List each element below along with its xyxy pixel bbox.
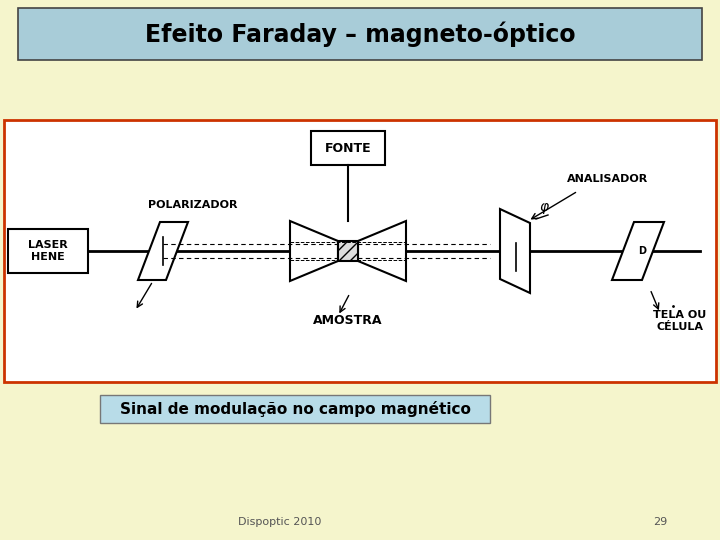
Polygon shape xyxy=(138,222,188,280)
Text: ANALISADOR: ANALISADOR xyxy=(567,174,649,184)
Bar xyxy=(4,120,716,382)
Text: FONTE: FONTE xyxy=(325,141,372,154)
Text: Sinal de modulação no campo magnético: Sinal de modulação no campo magnético xyxy=(120,401,470,417)
Text: φ: φ xyxy=(539,200,549,214)
Bar xyxy=(311,131,385,165)
Polygon shape xyxy=(358,221,406,281)
Bar xyxy=(338,241,358,261)
Text: LASER
HENE: LASER HENE xyxy=(28,240,68,262)
Bar xyxy=(18,8,702,60)
Text: TELA OU
CÉLULA: TELA OU CÉLULA xyxy=(653,310,706,332)
Text: 29: 29 xyxy=(653,517,667,527)
Text: D: D xyxy=(638,246,646,256)
Text: Efeito Faraday – magneto-óptico: Efeito Faraday – magneto-óptico xyxy=(145,21,575,47)
Polygon shape xyxy=(500,209,530,293)
Bar xyxy=(100,395,490,423)
Text: POLARIZADOR: POLARIZADOR xyxy=(148,200,238,210)
Polygon shape xyxy=(290,221,338,281)
Text: Dispoptic 2010: Dispoptic 2010 xyxy=(238,517,322,527)
Bar xyxy=(8,229,88,273)
Text: AMOSTRA: AMOSTRA xyxy=(313,314,383,327)
Polygon shape xyxy=(612,222,664,280)
